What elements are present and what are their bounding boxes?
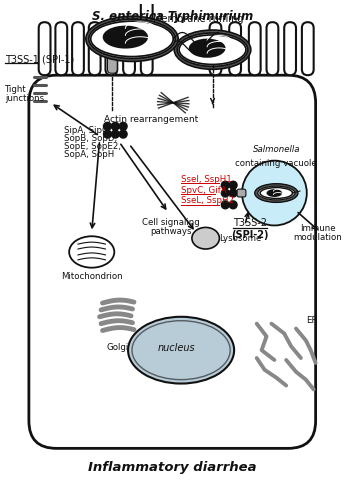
FancyBboxPatch shape	[55, 22, 67, 75]
Text: nucleus: nucleus	[157, 343, 195, 353]
Text: Lysosome: Lysosome	[219, 234, 262, 242]
Ellipse shape	[132, 320, 230, 380]
Text: SseI, SspH1: SseI, SspH1	[181, 175, 232, 184]
Circle shape	[103, 130, 111, 138]
Circle shape	[229, 182, 237, 189]
Circle shape	[242, 160, 307, 226]
Text: SopB, SopD,: SopB, SopD,	[64, 134, 117, 143]
FancyBboxPatch shape	[39, 22, 50, 75]
Text: T3SS-1 (SPI-1): T3SS-1 (SPI-1)	[5, 54, 74, 64]
FancyBboxPatch shape	[123, 22, 135, 75]
Ellipse shape	[267, 189, 282, 197]
FancyBboxPatch shape	[267, 22, 278, 75]
FancyBboxPatch shape	[105, 22, 117, 75]
FancyBboxPatch shape	[237, 189, 246, 197]
Circle shape	[119, 122, 127, 130]
Circle shape	[221, 189, 229, 197]
FancyBboxPatch shape	[72, 22, 84, 75]
Text: T3SS-2: T3SS-2	[233, 218, 267, 228]
Text: SopE, SopE2,: SopE, SopE2,	[64, 142, 121, 151]
Text: Actin rearrangement: Actin rearrangement	[103, 115, 198, 124]
Text: Membrane ruffling: Membrane ruffling	[152, 14, 243, 24]
Circle shape	[221, 201, 229, 209]
Text: (SPI-2): (SPI-2)	[231, 230, 269, 240]
Text: S. enterica Typhimurium: S. enterica Typhimurium	[92, 10, 253, 24]
Circle shape	[111, 122, 119, 130]
Circle shape	[119, 130, 127, 138]
FancyBboxPatch shape	[29, 75, 316, 448]
FancyBboxPatch shape	[229, 22, 241, 75]
Text: SseL, SspH2: SseL, SspH2	[181, 196, 234, 205]
Ellipse shape	[89, 19, 175, 59]
Text: Golgi: Golgi	[106, 344, 128, 352]
Ellipse shape	[255, 184, 298, 203]
Circle shape	[111, 130, 119, 138]
Ellipse shape	[174, 30, 251, 70]
FancyBboxPatch shape	[302, 22, 314, 75]
Text: Salmonella: Salmonella	[253, 145, 300, 154]
Ellipse shape	[179, 35, 246, 64]
Text: pathways: pathways	[151, 227, 192, 236]
Text: Cell signaling: Cell signaling	[142, 218, 200, 227]
Text: Tight: Tight	[5, 86, 27, 94]
FancyBboxPatch shape	[103, 39, 121, 50]
Circle shape	[221, 182, 229, 189]
Ellipse shape	[86, 16, 178, 62]
Circle shape	[229, 201, 237, 209]
Text: containing vacuole: containing vacuole	[236, 158, 317, 168]
Text: Mitochondrion: Mitochondrion	[61, 272, 122, 280]
Ellipse shape	[258, 186, 295, 200]
Ellipse shape	[192, 228, 219, 249]
FancyBboxPatch shape	[108, 48, 117, 73]
Text: modulation: modulation	[293, 232, 342, 241]
Ellipse shape	[91, 21, 173, 57]
FancyBboxPatch shape	[141, 0, 153, 75]
FancyBboxPatch shape	[284, 22, 296, 75]
Text: SopA, SopH: SopA, SopH	[64, 150, 114, 159]
Text: SipA, SipC,: SipA, SipC,	[64, 126, 111, 136]
Text: Inflammatory diarrhea: Inflammatory diarrhea	[88, 461, 256, 474]
Ellipse shape	[260, 188, 293, 198]
FancyBboxPatch shape	[249, 22, 261, 75]
Ellipse shape	[177, 33, 248, 66]
Text: junctions: junctions	[5, 94, 45, 104]
Ellipse shape	[103, 26, 148, 48]
Circle shape	[229, 189, 237, 197]
Ellipse shape	[128, 317, 234, 384]
Circle shape	[103, 122, 111, 130]
Text: SpvC, GifA: SpvC, GifA	[181, 186, 227, 194]
Ellipse shape	[69, 236, 114, 268]
FancyBboxPatch shape	[209, 22, 221, 75]
FancyBboxPatch shape	[89, 22, 101, 75]
Text: ER: ER	[306, 316, 317, 325]
Ellipse shape	[189, 38, 226, 58]
Text: Immune: Immune	[300, 224, 335, 233]
